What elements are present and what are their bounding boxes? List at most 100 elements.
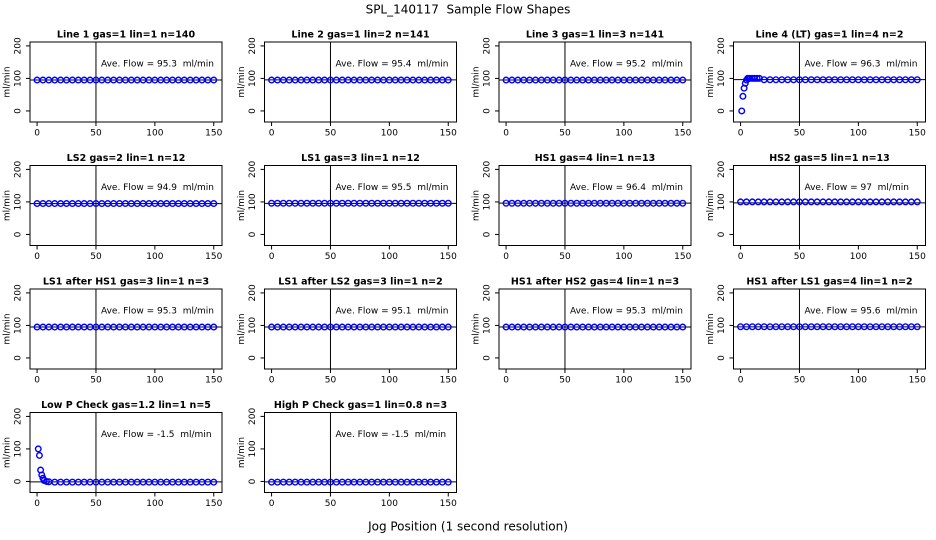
x-tick-label: 150 (909, 376, 926, 386)
x-tick-label: 50 (90, 499, 102, 509)
panel-title: Line 4 (LT) gas=1 lin=4 n=2 (756, 30, 904, 41)
y-axis-label: ml/min (237, 66, 247, 97)
point (38, 471, 46, 479)
point (444, 478, 452, 486)
y-tick-label: 200 (717, 37, 727, 54)
panel-title: LS1 after LS2 gas=3 lin=1 n=2 (278, 277, 442, 288)
y-tick-label: 100 (483, 193, 493, 210)
point (679, 199, 687, 207)
y-tick-label: 0 (483, 355, 493, 361)
y-tick-label: 200 (717, 284, 727, 301)
x-tick-label: 150 (205, 129, 222, 139)
annotation: Ave. Flow = 95.2 ml/min (570, 60, 683, 70)
x-tick-label: 50 (559, 376, 571, 386)
y-tick-label: 0 (483, 231, 493, 237)
point (751, 74, 759, 82)
x-tick-label: 150 (440, 252, 457, 262)
y-tick-label: 100 (14, 317, 24, 334)
y-axis-label: ml/min (472, 190, 482, 221)
x-tick-label: 0 (34, 376, 40, 386)
point (679, 76, 687, 84)
x-tick-label: 100 (146, 499, 163, 509)
y-tick-label: 100 (483, 70, 493, 87)
plot-box (733, 288, 926, 370)
panel-title: LS1 after HS1 gas=3 lin=1 n=3 (43, 277, 209, 288)
x-tick-label: 150 (674, 252, 691, 262)
panel-title: HS1 gas=4 lin=1 n=13 (535, 153, 656, 164)
y-tick-label: 100 (14, 70, 24, 87)
x-tick-label: 50 (794, 252, 806, 262)
y-tick-label: 200 (483, 37, 493, 54)
x-tick-label: 150 (909, 129, 926, 139)
point (35, 451, 43, 459)
y-axis-label: ml/min (706, 190, 716, 221)
annotation: Ave. Flow = 95.4 ml/min (335, 60, 448, 70)
point (210, 478, 218, 486)
point (34, 445, 42, 453)
y-tick-label: 100 (717, 193, 727, 210)
plot-box (264, 412, 457, 493)
x-tick-label: 50 (794, 376, 806, 386)
x-tick-label: 50 (90, 252, 102, 262)
point (679, 323, 687, 331)
y-tick-label: 100 (248, 440, 258, 457)
x-tick-label: 150 (674, 376, 691, 386)
annotation: Ave. Flow = 96.4 ml/min (570, 183, 683, 193)
panel-title: HS2 gas=5 lin=1 n=13 (769, 153, 890, 164)
y-axis-label: ml/min (3, 313, 13, 344)
panel-title: LS2 gas=2 lin=1 n=12 (67, 153, 186, 164)
y-tick-label: 200 (483, 284, 493, 301)
x-tick-label: 50 (559, 129, 571, 139)
annotation: Ave. Flow = 96.3 ml/min (804, 60, 917, 70)
x-tick-label: 100 (381, 129, 398, 139)
x-tick-label: 100 (146, 252, 163, 262)
annotation: Ave. Flow = -1.5 ml/min (335, 430, 446, 440)
panel-title: Line 2 gas=1 lin=2 n=141 (291, 30, 429, 41)
point (210, 200, 218, 208)
plot-box (498, 41, 692, 123)
y-axis-label: ml/min (237, 190, 247, 221)
point (444, 199, 452, 207)
point (210, 76, 218, 84)
x-tick-label: 0 (738, 376, 744, 386)
plot-box (29, 41, 223, 123)
x-tick-label: 50 (325, 129, 337, 139)
point (444, 76, 452, 84)
y-tick-label: 0 (14, 231, 24, 237)
plot-box (29, 412, 223, 493)
y-axis-label: ml/min (237, 437, 247, 468)
y-tick-label: 100 (248, 193, 258, 210)
y-tick-label: 100 (248, 317, 258, 334)
x-tick-label: 150 (440, 129, 457, 139)
figure-title: SPL_140117 Sample Flow Shapes (366, 3, 571, 17)
y-tick-label: 200 (248, 161, 258, 178)
x-tick-label: 0 (738, 252, 744, 262)
point (913, 323, 921, 331)
y-tick-label: 100 (14, 440, 24, 457)
point (753, 74, 761, 82)
x-tick-label: 150 (674, 129, 691, 139)
x-tick-label: 150 (205, 499, 222, 509)
plot-box (29, 165, 223, 246)
y-tick-label: 200 (14, 284, 24, 301)
y-tick-label: 0 (248, 478, 258, 484)
y-tick-label: 100 (483, 317, 493, 334)
x-axis-label: Jog Position (1 second resolution) (367, 520, 568, 534)
panel-title: Line 1 gas=1 lin=1 n=140 (57, 30, 196, 41)
x-tick-label: 100 (146, 376, 163, 386)
x-tick-label: 100 (850, 252, 867, 262)
panel-title: High P Check gas=1 lin=0.8 n=3 (274, 400, 447, 411)
panel-title: HS1 after HS2 gas=4 lin=1 n=3 (511, 277, 679, 288)
x-tick-label: 150 (440, 376, 457, 386)
y-tick-label: 200 (248, 37, 258, 54)
x-tick-label: 150 (440, 499, 457, 509)
x-tick-label: 150 (909, 252, 926, 262)
y-tick-label: 100 (248, 70, 258, 87)
annotation: Ave. Flow = 97 ml/min (804, 183, 908, 193)
y-axis-label: ml/min (237, 313, 247, 344)
point (913, 198, 921, 206)
annotation: Ave. Flow = 95.1 ml/min (335, 307, 448, 317)
x-tick-label: 100 (381, 252, 398, 262)
